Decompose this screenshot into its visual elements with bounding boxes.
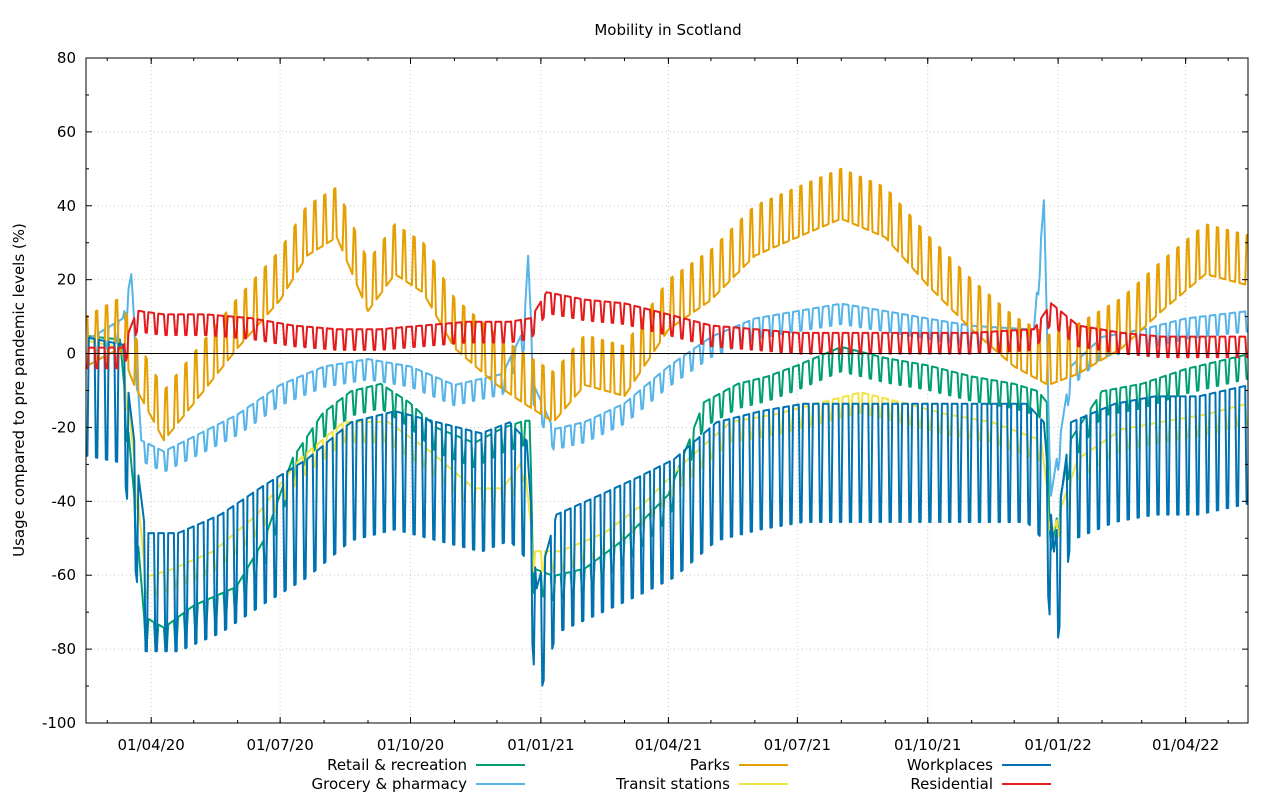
legend-label: Workplaces [907, 756, 993, 774]
x-tick-label: 01/07/21 [764, 736, 831, 754]
y-tick-label: -20 [52, 418, 77, 436]
x-tick-label: 01/01/22 [1024, 736, 1091, 754]
series-line [85, 340, 1249, 599]
series-line [85, 335, 1249, 652]
legend-label: Residential [910, 775, 993, 793]
x-tick-label: 01/04/20 [117, 736, 184, 754]
legend-label: Retail & recreation [327, 756, 467, 774]
x-tick-label: 01/10/21 [894, 736, 961, 754]
series-line [85, 336, 1249, 687]
x-tick-label: 01/07/20 [246, 736, 313, 754]
legend-label: Parks [690, 756, 730, 774]
y-tick-label: 20 [57, 271, 76, 289]
y-tick-label: -40 [52, 492, 77, 510]
legend-label: Grocery & pharmacy [312, 775, 468, 793]
chart-title: Mobility in Scotland [594, 21, 741, 39]
x-tick-label: 01/10/20 [377, 736, 444, 754]
y-tick-label: -80 [52, 640, 77, 658]
y-tick-label: 0 [66, 345, 76, 363]
y-tick-label: 40 [57, 197, 76, 215]
y-tick-label: 80 [57, 49, 76, 67]
legend-label: Transit stations [615, 775, 730, 793]
y-tick-label: -60 [52, 566, 77, 584]
x-tick-label: 01/04/21 [635, 736, 702, 754]
y-tick-label: -100 [42, 714, 76, 732]
y-tick-label: 60 [57, 123, 76, 141]
y-axis-title: Usage compared to pre pandemic levels (%… [10, 223, 28, 557]
x-tick-label: 01/01/21 [507, 736, 574, 754]
series-lines [85, 167, 1249, 687]
series-line [85, 167, 1249, 442]
axis-ticks: -100 -80 -60 -40 -20 0 20 40 60 80 01/04/20 01/07/2… [42, 49, 1248, 754]
series-line [85, 199, 1249, 497]
series-line [86, 291, 1248, 370]
x-tick-label: 01/04/22 [1152, 736, 1219, 754]
